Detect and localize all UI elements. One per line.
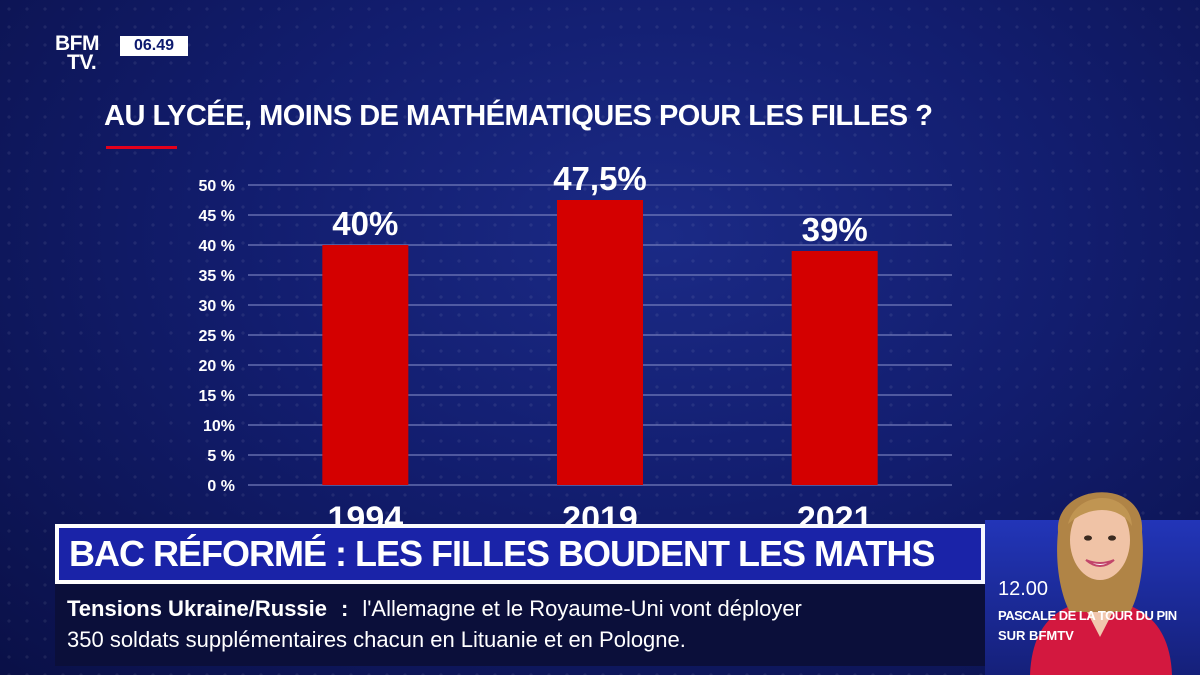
channel-logo: BFM TV. <box>55 32 100 74</box>
y-tick-label: 25 % <box>199 328 235 345</box>
y-tick-label: 40 % <box>199 238 235 255</box>
presenter-portrait <box>1030 492 1172 675</box>
chart-title: AU LYCÉE, MOINS DE MATHÉMATIQUES POUR LE… <box>104 100 933 132</box>
y-tick-label: 35 % <box>199 268 235 285</box>
y-tick-label: 0 % <box>207 478 235 495</box>
y-tick-label: 30 % <box>199 298 235 315</box>
title-underline <box>106 146 177 149</box>
logo-line-2: TV. <box>67 51 97 74</box>
news-ticker: Tensions Ukraine/Russie: l'Allemagne et l… <box>55 584 985 666</box>
headline-banner-inner: BAC RÉFORMÉ : LES FILLES BOUDENT LES MAT… <box>59 528 981 580</box>
next-show-time: 12.00 <box>998 578 1049 600</box>
data-label: 40% <box>332 205 398 242</box>
ticker-text-1: l'Allemagne et le Royaume-Uni vont déplo… <box>362 596 802 621</box>
ticker-line-2: 350 soldats supplémentaires chacun en Li… <box>67 627 686 652</box>
bar-1994 <box>322 245 409 485</box>
y-tick-label: 10% <box>203 418 235 435</box>
data-label: 39% <box>802 211 868 248</box>
y-tick-label: 20 % <box>199 358 235 375</box>
y-tick-label: 45 % <box>199 208 235 225</box>
y-tick-label: 15 % <box>199 388 235 405</box>
logo-line-1: BFM <box>55 32 100 55</box>
ticker-topic: Tensions Ukraine/Russie <box>67 596 328 621</box>
next-show-name: PASCALE DE LA TOUR DU PIN <box>998 608 1177 623</box>
bar-2021 <box>791 251 878 485</box>
data-label: 47,5% <box>553 160 647 197</box>
next-show-channel: SUR BFMTV <box>998 628 1074 643</box>
headline-text: BAC RÉFORMÉ : LES FILLES BOUDENT LES MAT… <box>69 533 935 574</box>
ticker-line-1: Tensions Ukraine/Russie: l'Allemagne et l… <box>67 596 802 622</box>
bar-2019 <box>557 200 643 485</box>
y-tick-label: 50 % <box>199 178 235 195</box>
y-tick-label: 5 % <box>207 448 235 465</box>
headline-banner: BAC RÉFORMÉ : LES FILLES BOUDENT LES MAT… <box>55 524 985 584</box>
ticker-separator: : <box>341 596 349 621</box>
clock-display: 06.49 <box>120 36 188 56</box>
